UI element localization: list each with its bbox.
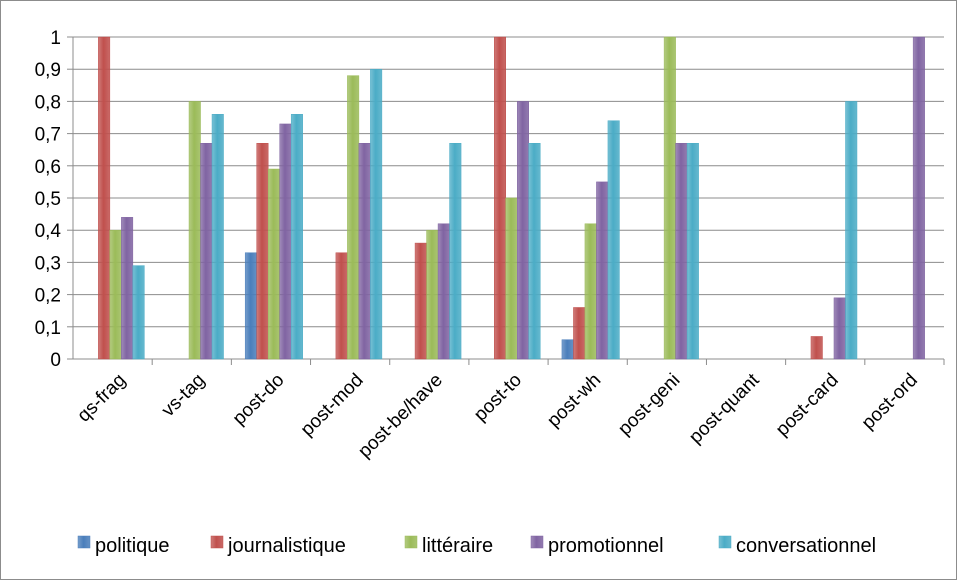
y-tick-label: 0,4 [35, 221, 62, 242]
bar-conversationnel-vs-tag [211, 114, 224, 360]
bar-littéraire-post-mod [347, 75, 360, 360]
bar-journalistique-post-mod [335, 252, 348, 360]
bar-promotionnel-post-card [833, 297, 846, 360]
bar-promotionnel-post-be/have [437, 223, 450, 360]
legend: politique journalistique littéraire promoti… [77, 535, 876, 557]
x-category-labels: qs-frag vs-tag post-do post-modpost-be/have… [73, 369, 921, 462]
bar-promotionnel-post-ord [912, 36, 925, 360]
bar-promotionnel-post-wh [596, 181, 609, 360]
y-tick-labels: 0 0,1 0,2 0,3 0,4 0,5 0,6 0,7 0,8 0,9 1 [35, 28, 62, 371]
legend-swatch-journalistique [210, 535, 224, 549]
legend-label-conversationnel: conversationnel [736, 535, 876, 557]
y-tick-label: 1 [50, 28, 61, 49]
bar-conversationnel-post-be/have [449, 143, 462, 360]
bar-promotionnel-post-geni [675, 143, 688, 360]
bar-littéraire-post-to [505, 197, 518, 360]
bar-littéraire-vs-tag [188, 101, 201, 360]
y-tick-label: 0,2 [35, 286, 61, 307]
bar-littéraire-post-geni [663, 36, 676, 360]
bar-journalistique-post-to [494, 36, 506, 360]
bar-promotionnel-post-do [279, 123, 292, 360]
bar-journalistique-post-do [256, 143, 269, 360]
bar-journalistique-post-wh [573, 307, 586, 360]
x-category-label: qs-frag [73, 370, 130, 427]
y-tick-label: 0,5 [35, 189, 61, 210]
x-category-label: post-ord [858, 370, 922, 434]
legend-label-littéraire: littéraire [422, 535, 493, 557]
legend-swatch-conversationnel [718, 535, 732, 549]
bar-littéraire-post-do [267, 168, 280, 360]
bar-conversationnel-post-wh [607, 120, 620, 360]
y-tick-label: 0,3 [35, 253, 61, 274]
bar-promotionnel-post-to [517, 101, 529, 360]
bar-conversationnel-post-do [290, 114, 303, 360]
bar-politique-post-do [244, 252, 257, 360]
x-category-label: post-card [772, 370, 843, 441]
x-category-label: post-quant [685, 369, 764, 448]
bar-conversationnel-post-geni [686, 143, 699, 360]
y-tick-label: 0,6 [35, 157, 61, 178]
x-category-label: post-mod [297, 370, 368, 441]
bar-journalistique-qs-frag [98, 36, 111, 360]
y-tick-label: 0,7 [35, 125, 61, 146]
y-tick-label: 0 [50, 350, 61, 371]
bar-conversationnel-post-to [528, 143, 541, 360]
bars [98, 36, 925, 360]
legend-label-promotionnel: promotionnel [548, 535, 664, 557]
bar-promotionnel-post-mod [358, 143, 371, 360]
bar-journalistique-post-be/have [414, 242, 427, 360]
legend-swatch-promotionnel [530, 535, 544, 549]
bar-conversationnel-post-card [845, 101, 858, 360]
bar-promotionnel-vs-tag [200, 143, 213, 360]
legend-label-politique: politique [95, 535, 170, 557]
bar-littéraire-post-be/have [426, 229, 439, 360]
bar-promotionnel-qs-frag [121, 217, 134, 360]
bar-littéraire-qs-frag [109, 229, 122, 360]
x-category-label: post-do [229, 370, 289, 430]
x-category-label: post-to [470, 370, 526, 426]
bar-journalistique-post-card [810, 336, 823, 360]
bar-littéraire-post-wh [584, 223, 597, 360]
y-tick-label: 0,8 [35, 92, 61, 113]
x-category-label: vs-tag [158, 370, 209, 421]
y-tick-label: 0,1 [35, 318, 61, 339]
bar-conversationnel-qs-frag [132, 265, 145, 360]
x-category-label: post-be/have [354, 370, 447, 463]
legend-swatch-politique [77, 535, 91, 549]
bar-conversationnel-post-mod [370, 68, 383, 360]
x-category-label: post-wh [543, 370, 605, 432]
legend-swatch-littéraire [404, 535, 418, 549]
y-tick-label: 0,9 [35, 60, 61, 81]
x-category-label: post-geni [614, 370, 684, 440]
legend-label-journalistique: journalistique [227, 535, 346, 557]
bar-politique-post-wh [561, 339, 574, 360]
